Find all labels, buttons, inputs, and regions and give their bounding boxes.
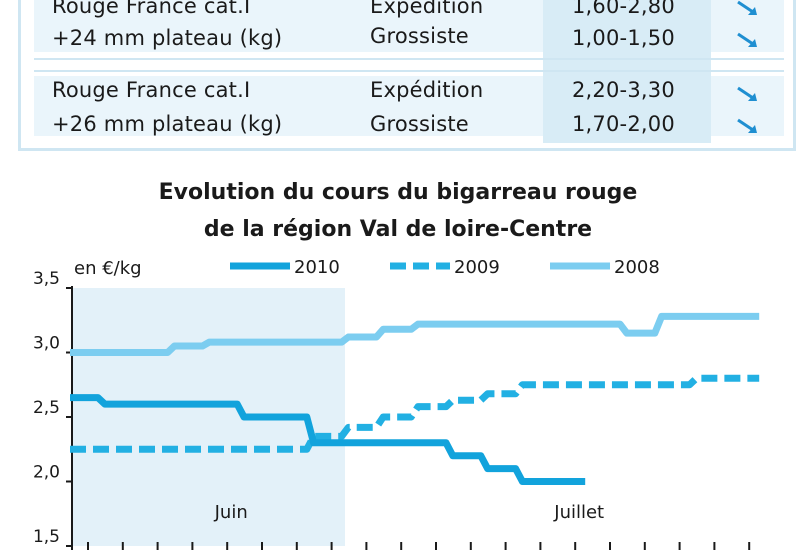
y-tick-label: 3,0 xyxy=(33,334,60,354)
period-label-juin: Juin xyxy=(214,502,248,523)
period-label-juillet: Juillet xyxy=(553,502,604,523)
price-chart-panel: Evolution du cours du bigarreau rouge de… xyxy=(22,168,794,550)
trend-down-icon xyxy=(735,30,763,52)
legend-label-2010: 2010 xyxy=(294,257,340,278)
chart-title-line-1: Evolution du cours du bigarreau rouge xyxy=(159,180,638,205)
row-separator xyxy=(34,70,784,72)
table-cell-market: Grossiste xyxy=(370,24,469,48)
y-tick-label: 2,5 xyxy=(33,398,60,418)
legend-label-2008: 2008 xyxy=(614,257,660,278)
table-cell-variety: +26 mm plateau (kg) xyxy=(52,112,282,136)
y-tick-label: 3,5 xyxy=(33,269,60,289)
y-axis-unit-label: en €/kg xyxy=(74,258,142,279)
table-cell-market: Grossiste xyxy=(370,112,469,136)
table-cell-variety: Rouge France cat.I xyxy=(52,0,250,18)
trend-down-icon xyxy=(735,84,763,106)
price-chart: Evolution du cours du bigarreau rouge de… xyxy=(22,168,794,550)
table-cell-variety: Rouge France cat.I xyxy=(52,78,250,102)
table-cell-price: 1,00-1,50 xyxy=(572,26,675,50)
chart-title-line-2: de la région Val de loire-Centre xyxy=(204,217,592,242)
y-tick-label: 2,0 xyxy=(33,463,60,483)
price-table: Rouge France cat.I Expédition 1,60-2,80 … xyxy=(0,0,800,162)
row-separator xyxy=(34,58,784,60)
trend-down-icon xyxy=(735,116,763,138)
y-axis: 1,5 2,0 2,5 3,0 3,5 xyxy=(33,269,72,550)
table-cell-price: 1,60-2,80 xyxy=(572,0,675,18)
y-tick-label: 1,5 xyxy=(33,527,60,547)
table-cell-price: 2,20-3,30 xyxy=(572,78,675,102)
legend-label-2009: 2009 xyxy=(454,257,500,278)
table-cell-market: Expédition xyxy=(370,78,483,102)
trend-down-icon xyxy=(735,0,763,20)
table-cell-variety: +24 mm plateau (kg) xyxy=(52,26,282,50)
table-cell-price: 1,70-2,00 xyxy=(572,112,675,136)
table-cell-market: Expédition xyxy=(370,0,483,18)
chart-legend: 2010 2009 2008 xyxy=(230,257,660,278)
